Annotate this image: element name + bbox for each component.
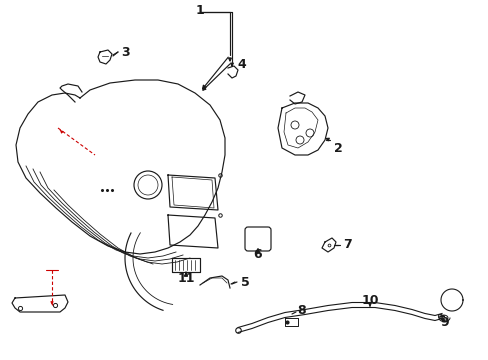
Text: 8: 8 [297, 303, 305, 316]
Text: 2: 2 [333, 141, 342, 154]
Text: 4: 4 [237, 58, 246, 71]
Text: 3: 3 [121, 45, 129, 59]
Text: 9: 9 [440, 315, 448, 328]
Text: 1: 1 [195, 4, 204, 17]
Text: 7: 7 [343, 238, 352, 251]
Text: 5: 5 [240, 275, 249, 288]
Text: 6: 6 [253, 248, 262, 261]
Text: 11: 11 [177, 271, 194, 284]
Text: 10: 10 [361, 293, 378, 306]
